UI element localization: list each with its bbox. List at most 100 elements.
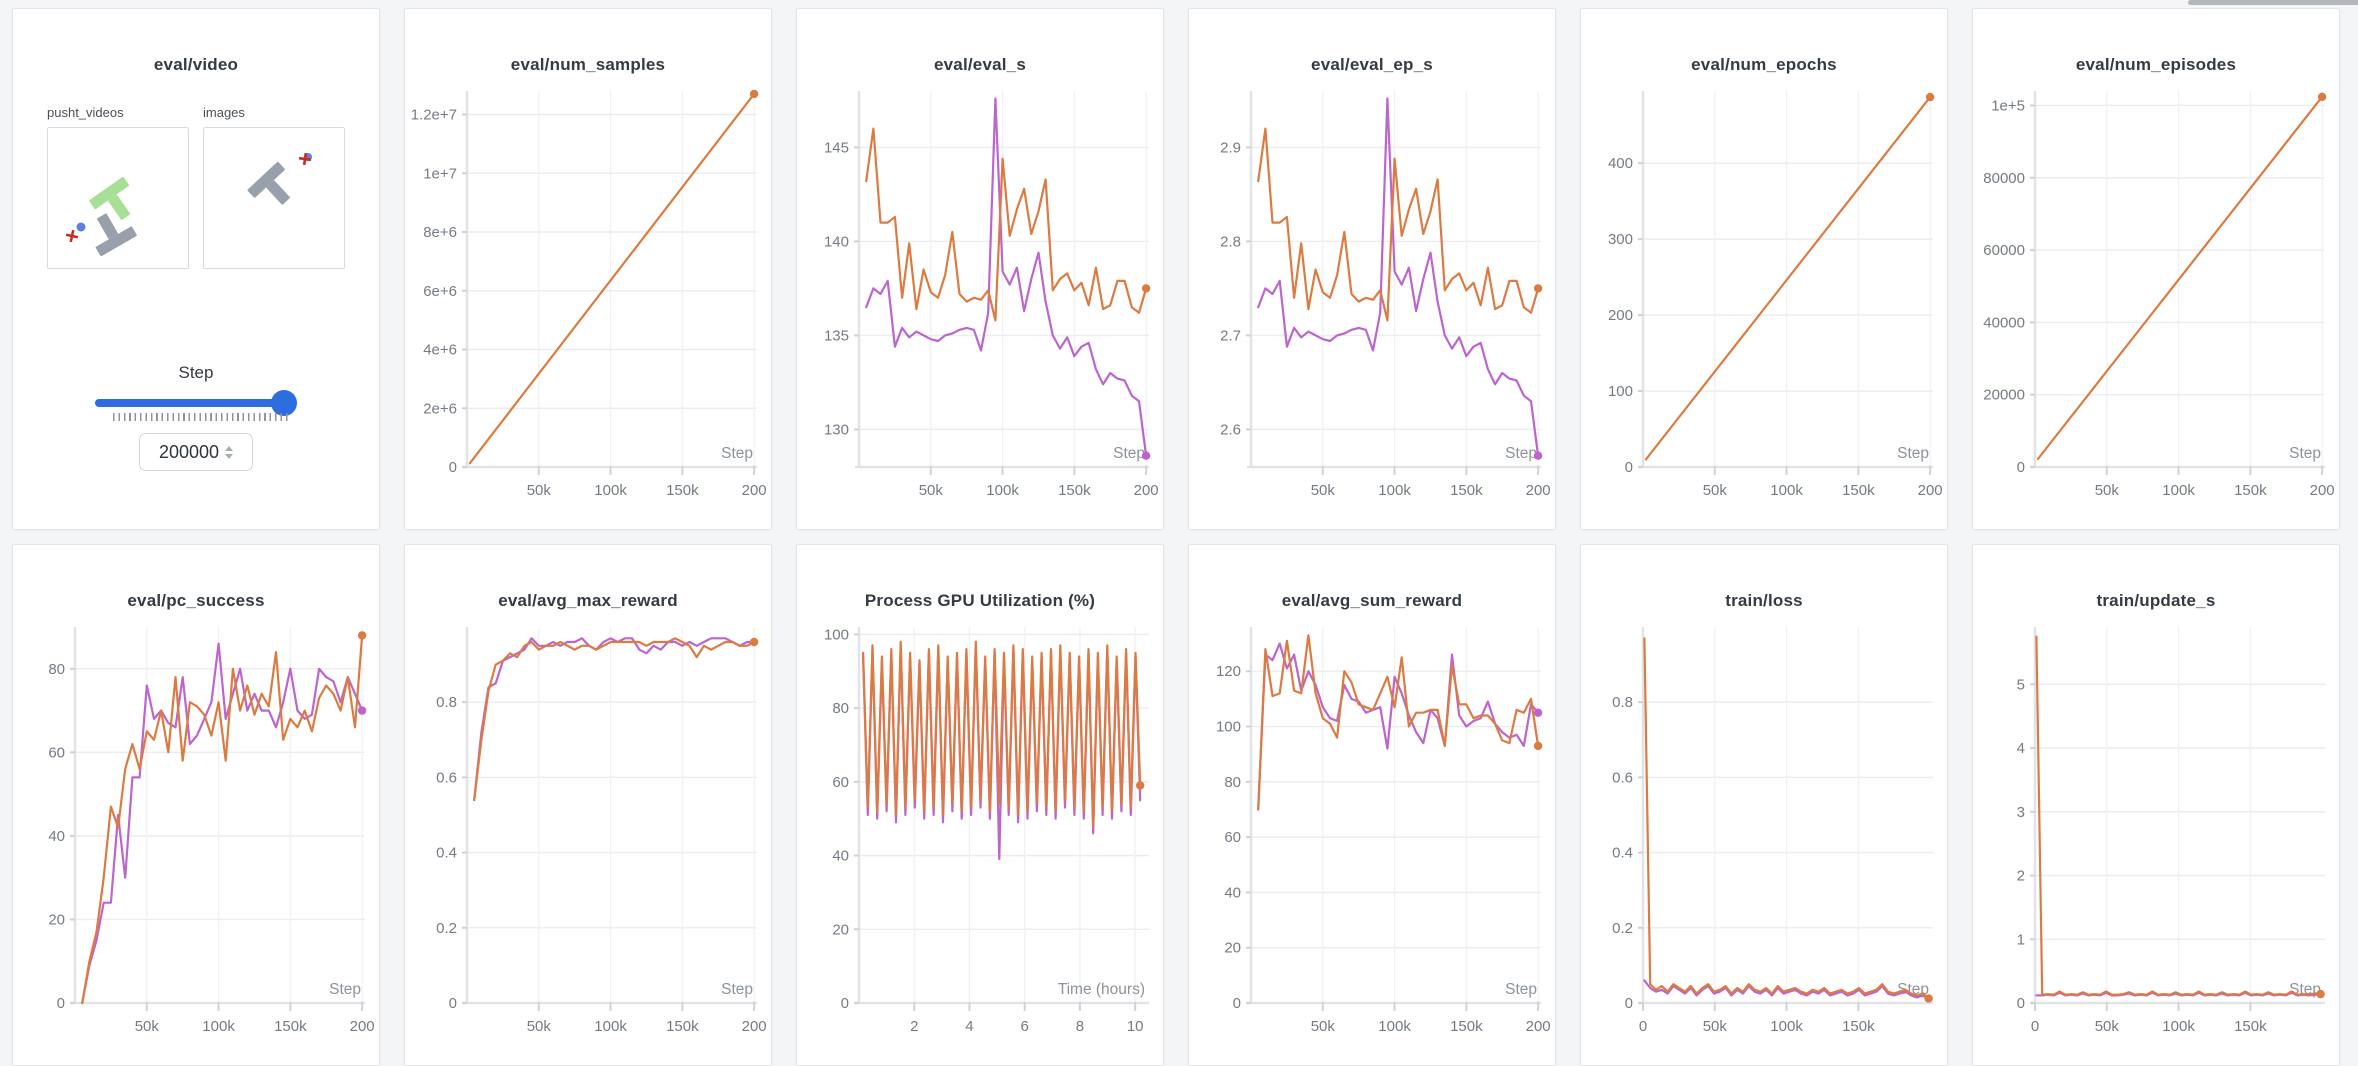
x-tick-label: 0 — [1639, 1018, 1647, 1035]
x-tick-label: 150k — [2234, 482, 2267, 499]
series-end-dot-orange — [1533, 741, 1543, 751]
chart-panel[interactable]: train/loss 0 0.2 0.4 0.6 0.8 0 50k 100k 150k Step — [1580, 544, 1948, 1066]
x-tick-label: 50k — [527, 482, 552, 499]
y-tick-label: 0.2 — [1612, 920, 1633, 937]
chart-panel[interactable]: eval/num_samples 0 2e+6 4e+6 6e+6 8e+6 1e+7 1.2… — [404, 8, 772, 530]
x-axis-title: Step — [329, 981, 361, 998]
y-tick-label: 2e+6 — [423, 400, 457, 417]
axes — [462, 91, 757, 475]
x-tick-label: 200 — [1526, 482, 1551, 499]
t-stem — [97, 213, 118, 239]
step-slider-handle[interactable] — [271, 390, 297, 416]
chart-plot[interactable]: 0 20 40 60 80 100 120 50k 100k 150k 200 Step — [1191, 617, 1553, 1055]
tick-labels: 0 100 200 300 400 50k 100k 150k 200 Step — [1608, 155, 1943, 499]
media-panel[interactable]: eval/video pusht_videos images Step 200000 — [12, 8, 380, 530]
t-stem — [108, 194, 131, 220]
x-tick-label: 50k — [1311, 482, 1336, 499]
x-axis-title: Step — [1505, 981, 1537, 998]
series-end-dot-purple — [357, 706, 367, 715]
chart-panel[interactable]: eval/num_episodes 0 20000 40000 60000 80000 1e… — [1972, 8, 2340, 530]
series-line-purple — [1257, 97, 1540, 457]
chart-panel[interactable]: eval/num_epochs 0 100 200 300 400 50k 100k 150k 2… — [1580, 8, 1948, 530]
x-tick-label: 100k — [1378, 482, 1411, 499]
series-line-orange — [1644, 96, 1932, 461]
panel-title: eval/eval_ep_s — [1311, 55, 1433, 74]
chart-plot[interactable]: 0 100 200 300 400 50k 100k 150k 200 Step — [1583, 81, 1945, 519]
stepper-spinner[interactable] — [225, 445, 234, 459]
y-tick-label: 140 — [824, 233, 849, 250]
horizontal-scrollbar-thumb[interactable] — [2188, 0, 2358, 5]
y-tick-label: 400 — [1608, 155, 1633, 172]
step-slider-track[interactable] — [95, 399, 293, 407]
panel-title: eval/pc_success — [127, 591, 265, 610]
gridlines — [467, 627, 757, 1003]
chart-panel[interactable]: eval/avg_sum_reward 0 20 40 60 80 100 120 50k 100… — [1188, 544, 1556, 1066]
cross-v — [69, 229, 75, 243]
chart-plot[interactable]: 130 135 140 145 50k 100k 150k 200 Step — [799, 81, 1161, 519]
x-tick-label: 150k — [1842, 482, 1875, 499]
series-line-purple — [865, 97, 1148, 457]
axes — [2030, 91, 2325, 475]
chart-panel[interactable]: eval/avg_max_reward 0 0.2 0.4 0.6 0.8 50k 100k 1… — [404, 544, 772, 1066]
series-end-dot-orange — [357, 631, 367, 640]
gridlines — [75, 627, 365, 1003]
chart-plot[interactable]: 2.6 2.7 2.8 2.9 50k 100k 150k 200 Step — [1191, 81, 1553, 519]
y-tick-label: 20 — [1224, 940, 1241, 957]
y-tick-label: 0 — [1625, 459, 1633, 476]
y-tick-label: 200 — [1608, 307, 1633, 324]
spinner-down-icon[interactable] — [225, 453, 234, 459]
y-tick-label: 0.8 — [436, 694, 457, 711]
chart-plot[interactable]: 0 20 40 60 80 100 2 4 6 8 10 Time (hours) — [799, 617, 1161, 1055]
slider-step-label: Step — [178, 363, 214, 382]
series-line-orange — [1257, 634, 1540, 811]
chart-panel[interactable]: eval/pc_success 0 20 40 60 80 50k 100k 150k 200 St… — [12, 544, 380, 1066]
y-tick-label: 60 — [48, 744, 65, 761]
y-tick-label: 300 — [1608, 231, 1633, 248]
x-tick-label: 50k — [919, 482, 944, 499]
y-tick-label: 60 — [832, 774, 849, 791]
series-line-purple — [1643, 979, 1930, 1001]
axes — [854, 627, 1149, 1011]
x-tick-label: 100k — [594, 482, 627, 499]
x-tick-label: 100k — [986, 482, 1019, 499]
y-tick-label: 60000 — [1983, 242, 2025, 259]
y-tick-label: 60 — [1224, 829, 1241, 846]
y-tick-label: 0 — [2017, 459, 2025, 476]
axes — [1638, 91, 1933, 475]
y-tick-label: 0.6 — [436, 769, 457, 786]
x-tick-label: 50k — [2095, 1018, 2120, 1035]
step-value-input[interactable]: 200000 — [139, 433, 253, 471]
x-tick-label: 50k — [527, 1018, 552, 1035]
tick-labels: 130 135 140 145 50k 100k 150k 200 Step — [824, 139, 1159, 499]
media-thumbnail[interactable] — [47, 127, 189, 269]
series-line-orange — [468, 92, 756, 465]
chart-panel[interactable]: Process GPU Utilization (%) 0 20 40 60 80 100 2… — [796, 544, 1164, 1066]
y-tick-label: 0.2 — [436, 920, 457, 937]
chart-panel[interactable]: train/update_s 0 1 2 3 4 5 0 50k 100k 150k Step — [1972, 544, 2340, 1066]
series-line-purple — [81, 642, 364, 1005]
media-thumbnail[interactable] — [203, 127, 345, 269]
y-tick-label: 0.6 — [1612, 769, 1633, 786]
target-cross-icon — [298, 152, 312, 166]
x-tick-label: 150k — [274, 1018, 307, 1035]
panel-title: eval/avg_max_reward — [498, 591, 678, 610]
y-tick-label: 80 — [48, 661, 65, 678]
chart-panel[interactable]: eval/eval_ep_s 2.6 2.7 2.8 2.9 50k 100k 150k 200… — [1188, 8, 1556, 530]
y-tick-label: 1 — [2017, 931, 2025, 948]
axes — [854, 91, 1149, 475]
chart-panel[interactable]: eval/eval_s 130 135 140 145 50k 100k 150k 200 Ste… — [796, 8, 1164, 530]
chart-plot[interactable]: 0 20 40 60 80 50k 100k 150k 200 Step — [15, 617, 377, 1055]
chart-plot[interactable]: 0 0.2 0.4 0.6 0.8 50k 100k 150k 200 Step — [407, 617, 769, 1055]
x-axis-title: Time (hours) — [1058, 981, 1145, 998]
step-slider-ticks — [113, 413, 289, 421]
panel-title: eval/num_episodes — [2075, 55, 2237, 74]
tick-labels: 0 20 40 60 80 50k 100k 150k 200 Step — [48, 661, 374, 1035]
gridlines — [467, 91, 757, 467]
y-tick-label: 0 — [2017, 995, 2025, 1012]
x-axis-title: Step — [721, 981, 753, 998]
spinner-up-icon[interactable] — [225, 445, 234, 451]
chart-plot[interactable]: 0 20000 40000 60000 80000 1e+5 50k 100k 150k 200 S… — [1975, 81, 2337, 519]
chart-plot[interactable]: 0 2e+6 4e+6 6e+6 8e+6 1e+7 1.2e+7 50k 100k 150k 20… — [407, 81, 769, 519]
